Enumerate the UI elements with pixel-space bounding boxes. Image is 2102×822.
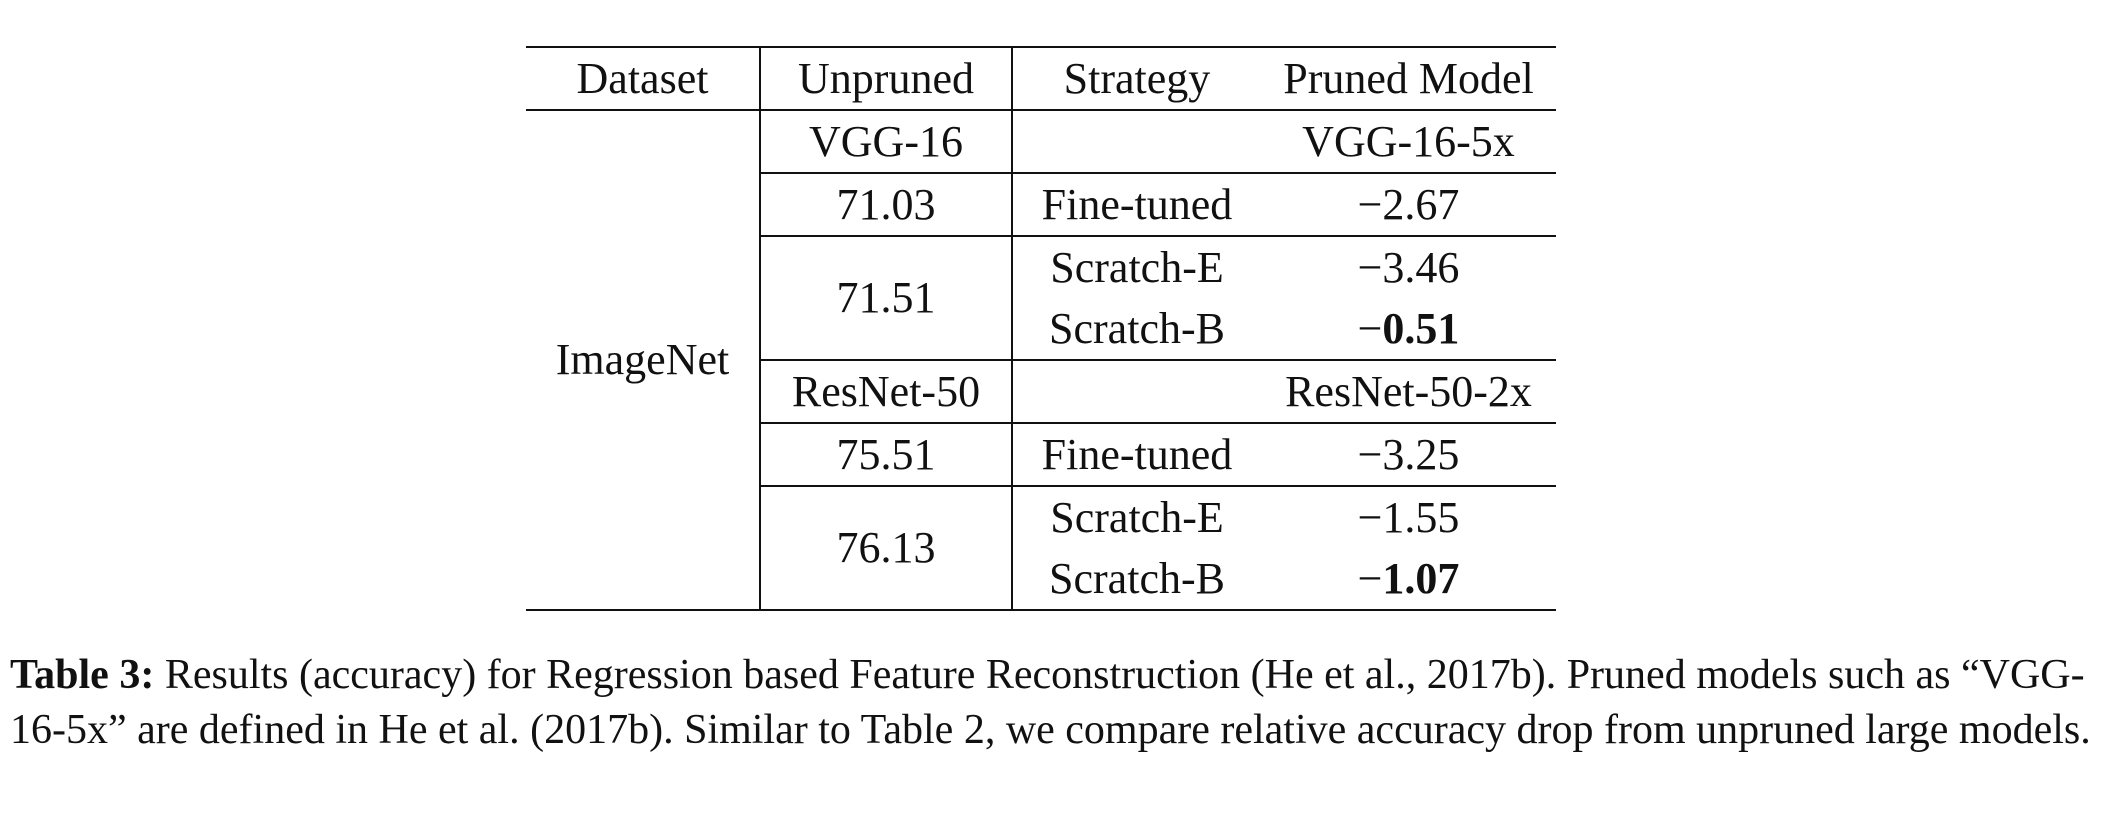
accuracy-drop-value-best: 1.07 xyxy=(1382,553,1460,603)
accuracy-drop-value-best: 0.51 xyxy=(1382,303,1460,353)
header-unpruned: Unpruned xyxy=(760,47,1013,111)
minus-sign: − xyxy=(1357,429,1383,479)
accuracy-drop-value: 1.55 xyxy=(1382,492,1460,542)
table-caption: Table 3: Results (accuracy) for Regressi… xyxy=(10,648,2100,758)
accuracy-drop-cell: −1.55 xyxy=(1261,486,1556,548)
accuracy-drop-cell: −1.07 xyxy=(1261,548,1556,610)
table-row: Scratch-B −0.51 xyxy=(526,298,1556,360)
minus-sign: − xyxy=(1357,303,1383,353)
minus-sign: − xyxy=(1357,492,1383,542)
accuracy-drop-cell: −0.51 xyxy=(1261,298,1556,360)
header-pruned-model: Pruned Model xyxy=(1261,47,1556,111)
table-row: Scratch-B −1.07 xyxy=(526,548,1556,610)
header-dataset: Dataset xyxy=(526,47,761,111)
pruned-model-cell: VGG-16-5x xyxy=(1302,116,1515,166)
strategy-cell: Scratch-E xyxy=(1050,492,1224,542)
table-row: ResNet-50 ResNet-50-2x xyxy=(526,360,1556,423)
strategy-cell: Scratch-B xyxy=(1049,553,1225,603)
results-table: Dataset Unpruned Strategy Pruned Model I… xyxy=(526,46,1556,611)
table-row: 76.13 Scratch-E −1.55 xyxy=(526,486,1556,611)
accuracy-drop-cell: −3.46 xyxy=(1261,236,1556,298)
unpruned-accuracy-cell: 71.51 xyxy=(760,236,1013,360)
accuracy-drop-value: 3.25 xyxy=(1382,429,1460,479)
strategy-cell: Scratch-E xyxy=(1050,242,1224,292)
accuracy-drop-cell: −3.25 xyxy=(1261,423,1556,486)
caption-text: Results (accuracy) for Regression based … xyxy=(10,652,2091,753)
table-row: ImageNet VGG-16 VGG-16-5x xyxy=(526,110,1556,611)
minus-sign: − xyxy=(1357,242,1383,292)
table-row: 71.51 Scratch-E −3.46 xyxy=(526,236,1556,360)
accuracy-drop-cell: −2.67 xyxy=(1261,173,1556,236)
unpruned-accuracy-cell: 75.51 xyxy=(760,423,1013,486)
table-row: 71.03 Fine-tuned −2.67 xyxy=(526,173,1556,236)
table-header-row: Dataset Unpruned Strategy Pruned Model xyxy=(526,47,1556,111)
strategy-cell-empty xyxy=(1012,110,1261,173)
caption-label: Table 3: xyxy=(10,652,155,698)
unpruned-accuracy-cell: 76.13 xyxy=(760,486,1013,611)
accuracy-drop-value: 2.67 xyxy=(1382,179,1460,229)
pruned-model-cell: ResNet-50-2x xyxy=(1285,366,1532,416)
unpruned-accuracy-cell: 71.03 xyxy=(760,173,1013,236)
results-table-container: Dataset Unpruned Strategy Pruned Model I… xyxy=(526,46,1556,611)
accuracy-drop-value: 3.46 xyxy=(1382,242,1460,292)
strategy-cell: Scratch-B xyxy=(1049,303,1225,353)
minus-sign: − xyxy=(1357,553,1383,603)
unpruned-model-cell: VGG-16 xyxy=(760,110,1013,173)
header-strategy: Strategy xyxy=(1012,47,1261,111)
strategy-cell: Fine-tuned xyxy=(1041,429,1233,479)
strategy-cell-empty xyxy=(1012,360,1261,423)
table-row: 75.51 Fine-tuned −3.25 xyxy=(526,423,1556,486)
strategy-cell: Fine-tuned xyxy=(1041,179,1233,229)
dataset-cell: ImageNet xyxy=(526,110,761,611)
minus-sign: − xyxy=(1357,179,1383,229)
unpruned-model-cell: ResNet-50 xyxy=(760,360,1013,423)
